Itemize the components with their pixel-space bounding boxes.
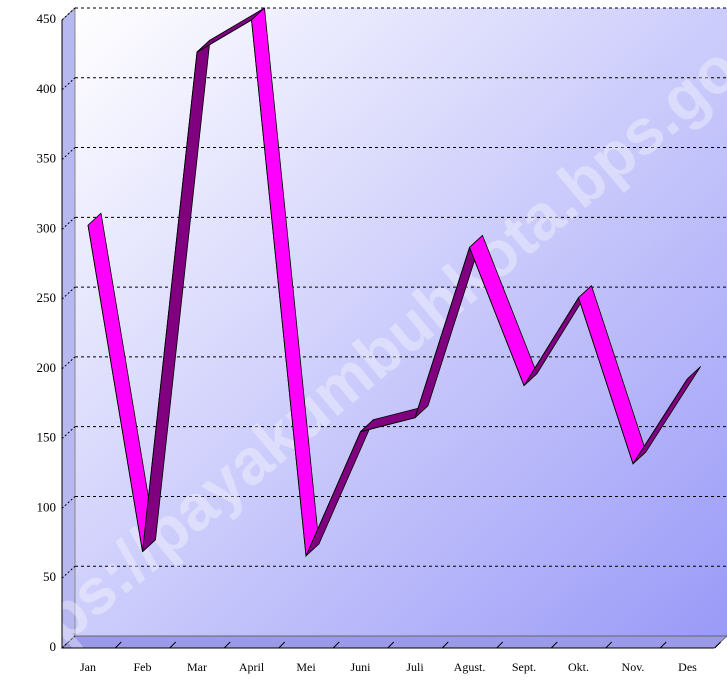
y-tick-label: 400 (37, 81, 57, 96)
tick-mark (61, 426, 76, 440)
line (87, 19, 688, 558)
x-tick-label: Des (678, 660, 697, 674)
x-tick-label: Okt. (568, 660, 589, 674)
y-tick-label: 450 (37, 11, 57, 26)
tick-mark (61, 356, 76, 370)
tick-mark (61, 147, 76, 160)
x-tick-mark (714, 641, 722, 649)
y-tick-label: 300 (37, 220, 57, 235)
y-tick-label: 50 (43, 569, 56, 584)
y-tick-label: 0 (50, 639, 57, 654)
x-tick-label: Mar (187, 660, 207, 674)
grid (61, 7, 727, 649)
x-tick-mark (387, 641, 395, 649)
x-tick-label: Juli (406, 660, 424, 674)
x-tick-mark (496, 641, 504, 649)
y-tick-label: 150 (37, 430, 57, 445)
x-tick-mark (114, 641, 122, 649)
x-tick-label: Mei (296, 660, 316, 674)
x-tick-mark (550, 641, 558, 649)
tick-mark (61, 216, 76, 230)
y-tick-label: 200 (37, 360, 57, 375)
y-tick-label: 100 (37, 499, 57, 514)
tick-mark (61, 565, 76, 579)
plot (87, 7, 701, 558)
back-wall (75, 8, 727, 636)
x-tick-label: Sept. (512, 660, 536, 674)
tick-mark (61, 496, 76, 509)
x-tick-label: Jan (80, 660, 96, 674)
floor (60, 635, 727, 649)
x-tick-label: Feb (134, 660, 152, 674)
x-tick-label: Juni (350, 660, 371, 674)
tick-mark (61, 77, 76, 91)
x-tick-label: Agust. (454, 660, 486, 674)
side-wall (61, 6, 76, 650)
x-tick-label: Nov. (622, 660, 645, 674)
x-tick-label: April (239, 660, 265, 674)
x-tick-mark (605, 641, 613, 649)
x-tick-mark (659, 641, 667, 649)
tick-mark (61, 286, 76, 300)
x-tick-mark (223, 641, 231, 649)
tick-mark (61, 635, 76, 649)
x-tick-mark (278, 641, 286, 649)
tick-mark (61, 7, 76, 21)
y-tick-label: 250 (37, 290, 57, 305)
x-tick-mark (169, 641, 177, 649)
y-tick-label: 350 (37, 151, 57, 166)
x-tick-mark (441, 641, 449, 649)
x-tick-mark (332, 641, 340, 649)
